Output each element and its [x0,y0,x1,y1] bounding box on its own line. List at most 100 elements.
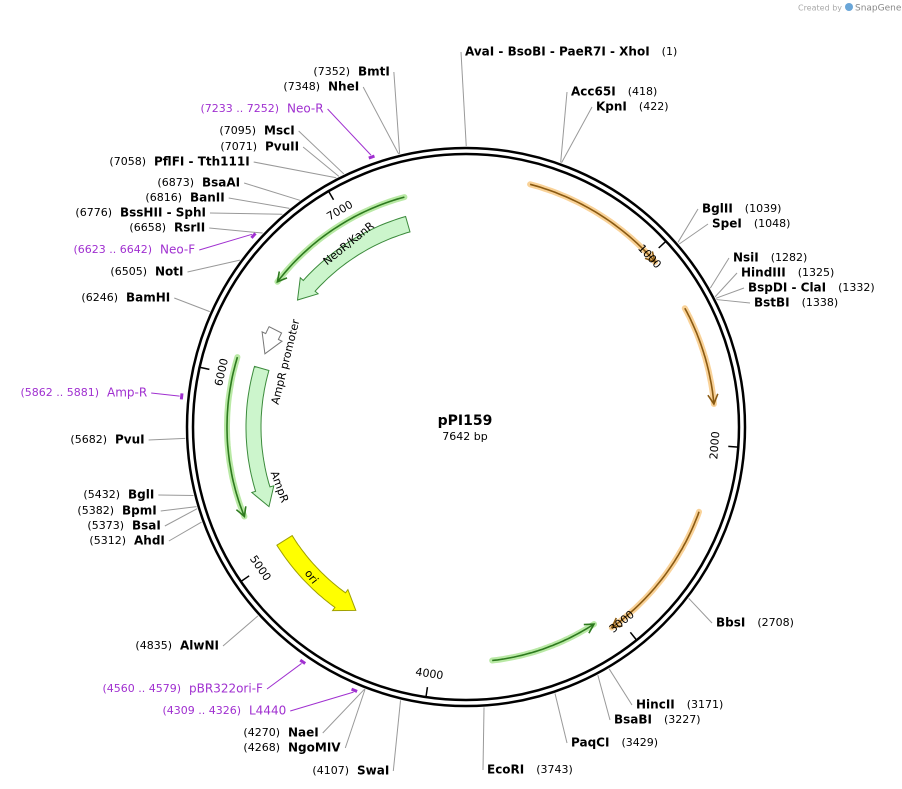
primer-marker [299,658,307,665]
site-name: AlwNI [180,639,219,653]
site-position: (418) [628,85,658,98]
site-name: HincII [636,698,675,712]
site-position: (6505) [110,265,147,278]
feature-arrowhead [235,506,247,519]
site-name: BamHI [126,291,170,305]
primer-leader [199,233,253,251]
site-position: (3227) [664,713,701,726]
watermark-brand: SnapGene [855,4,902,14]
site-name: KpnI [596,100,627,114]
site-leader [222,615,259,647]
site-position: (1) [662,45,678,58]
backbone-inner [191,152,741,702]
site-leader [715,287,745,299]
site-name: PvuI [115,433,145,447]
tick-label: 4000 [415,665,445,682]
site-name: BsaBI [614,713,652,727]
feature-arrowhead [276,271,288,284]
site-leader [174,297,210,313]
tick-label: 6000 [212,357,231,387]
site-name: BpmI [122,504,157,518]
site-position: (6873) [157,176,194,189]
site-name: SwaI [357,764,389,778]
site-position: (3429) [621,736,658,749]
site-position: (5312) [89,534,126,547]
feature-arrow [276,534,357,612]
site-position: (6246) [81,291,118,304]
tick-mark [728,445,739,448]
site-position: (7352) [313,65,350,78]
site-leader [460,51,467,147]
site-leader [608,668,633,706]
tick-label: 2000 [707,431,722,460]
site-position: (5682) [70,433,107,446]
site-position: (5432) [83,488,120,501]
tick-mark [327,190,335,201]
primer-leader [327,108,372,156]
plasmid-length: 7642 bp [442,430,487,443]
feature-arrowhead [610,617,623,629]
primer-leader [266,663,302,690]
site-name: SpeI [712,217,742,231]
site-leader [677,208,699,243]
site-name: NgoMIV [288,741,341,755]
primer-position: (4309 .. 4326) [162,704,241,717]
site-leader [302,146,340,177]
site-position: (1048) [754,217,791,230]
site-name: NheI [328,80,359,94]
site-position: (5382) [77,504,114,517]
feature-line [529,183,656,263]
site-name: HindIII [741,266,786,280]
primer-marker [179,393,184,400]
site-position: (6658) [129,221,166,234]
site-position: (4270) [243,726,280,739]
site-position: (3171) [687,698,724,711]
feature-line [276,196,405,283]
feature-line [492,623,595,662]
site-name: BglI [128,488,154,502]
primer-leader [151,392,180,397]
site-position: (1332) [838,281,875,294]
site-leader [554,693,568,744]
site-name: BbsI [716,616,745,630]
site-leader [298,130,345,175]
site-name: BspDI - ClaI [748,281,826,295]
site-name: RsrII [174,221,205,235]
primer-marker [250,232,257,239]
tick-mark [425,687,429,698]
primer-position: (7233 .. 7252) [200,102,279,115]
feature-arrow [296,215,411,301]
feature-line [611,511,700,629]
site-position: (1338) [802,296,839,309]
site-position: (4268) [243,741,280,754]
site-position: (7095) [219,124,256,137]
site-leader [688,597,713,624]
site-leader [243,182,301,201]
primer-leader [290,691,354,712]
site-leader [482,707,485,771]
site-leader [714,272,738,298]
site-position: (7058) [109,155,146,168]
watermark-prefix: Created by [798,4,842,13]
site-leader [148,437,186,441]
site-name: BstBI [754,296,790,310]
site-leader [561,106,593,163]
primer-position: (6623 .. 6642) [73,243,152,256]
site-name: PaqCI [571,736,609,750]
primer-marker [350,687,358,693]
site-position: (3743) [536,763,573,776]
site-name: BglII [702,202,733,216]
site-position: (1039) [745,202,782,215]
feature-arrowhead [707,393,719,406]
primer-position: (4560 .. 4579) [102,682,181,695]
site-leader [716,299,751,304]
site-name: AvaI - BsoBI - PaeR7I - XhoI [465,45,650,59]
feature-line [684,307,715,405]
site-leader [187,259,241,273]
site-position: (5373) [87,519,124,532]
site-name: BsaI [132,519,161,533]
site-position: (6776) [75,206,112,219]
site-leader [393,71,401,154]
